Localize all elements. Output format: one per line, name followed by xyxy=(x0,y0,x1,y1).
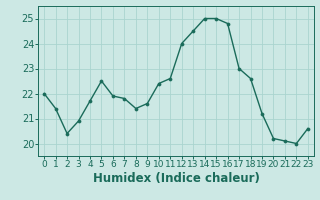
X-axis label: Humidex (Indice chaleur): Humidex (Indice chaleur) xyxy=(92,172,260,185)
